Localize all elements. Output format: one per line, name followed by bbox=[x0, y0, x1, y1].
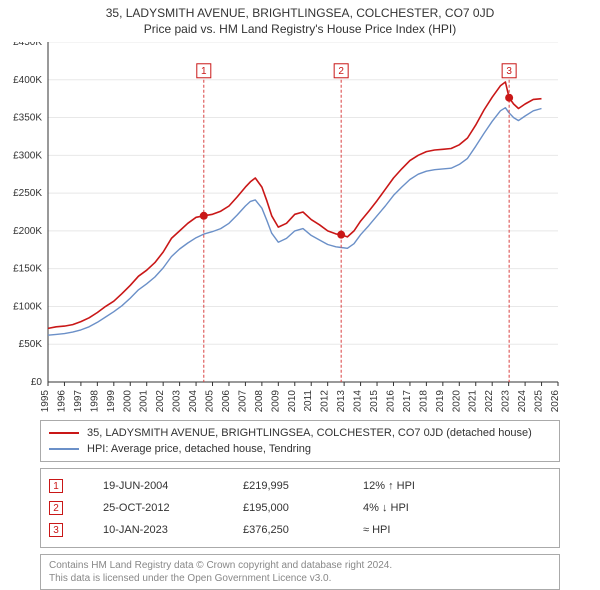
footnote: Contains HM Land Registry data © Crown c… bbox=[40, 554, 560, 590]
svg-text:1: 1 bbox=[201, 66, 207, 77]
svg-text:2008: 2008 bbox=[254, 390, 265, 412]
sale-delta: ≈ HPI bbox=[363, 524, 463, 536]
sale-delta: 12% ↑ HPI bbox=[363, 480, 463, 492]
svg-text:£50K: £50K bbox=[19, 339, 43, 350]
svg-text:2017: 2017 bbox=[402, 390, 413, 412]
svg-text:2004: 2004 bbox=[188, 390, 199, 412]
svg-text:2: 2 bbox=[338, 66, 344, 77]
svg-text:£350K: £350K bbox=[13, 113, 42, 124]
svg-text:2007: 2007 bbox=[237, 390, 248, 412]
svg-text:2016: 2016 bbox=[385, 390, 396, 412]
svg-text:1995: 1995 bbox=[40, 390, 51, 412]
svg-text:2013: 2013 bbox=[336, 390, 347, 412]
svg-text:2020: 2020 bbox=[451, 390, 462, 412]
legend-row: HPI: Average price, detached house, Tend… bbox=[49, 441, 551, 457]
svg-text:3: 3 bbox=[506, 66, 512, 77]
sale-marker: 2 bbox=[49, 501, 63, 515]
svg-text:2023: 2023 bbox=[501, 390, 512, 412]
title-address: 35, LADYSMITH AVENUE, BRIGHTLINGSEA, COL… bbox=[0, 6, 600, 20]
svg-text:1999: 1999 bbox=[106, 390, 117, 412]
svg-text:£100K: £100K bbox=[13, 301, 42, 312]
legend-label: HPI: Average price, detached house, Tend… bbox=[87, 443, 311, 455]
sale-date: 10-JAN-2023 bbox=[103, 524, 243, 536]
svg-text:2015: 2015 bbox=[369, 390, 380, 412]
svg-text:£400K: £400K bbox=[13, 75, 42, 86]
svg-text:2021: 2021 bbox=[468, 390, 479, 412]
svg-text:2018: 2018 bbox=[418, 390, 429, 412]
svg-text:2014: 2014 bbox=[353, 390, 364, 412]
svg-text:2024: 2024 bbox=[517, 390, 528, 412]
svg-text:£0: £0 bbox=[31, 377, 43, 388]
footnote-line2: This data is licensed under the Open Gov… bbox=[49, 572, 551, 585]
svg-text:2002: 2002 bbox=[155, 390, 166, 412]
svg-text:£150K: £150K bbox=[13, 264, 42, 275]
sale-row: 1 19-JUN-2004£219,99512% ↑ HPI bbox=[49, 475, 551, 497]
svg-text:2005: 2005 bbox=[205, 390, 216, 412]
sale-marker: 3 bbox=[49, 523, 63, 537]
svg-text:2000: 2000 bbox=[122, 390, 133, 412]
legend-swatch bbox=[49, 432, 79, 434]
title-subtitle: Price paid vs. HM Land Registry's House … bbox=[0, 22, 600, 36]
svg-text:1996: 1996 bbox=[56, 390, 67, 412]
svg-text:2010: 2010 bbox=[287, 390, 298, 412]
legend-swatch bbox=[49, 448, 79, 450]
price-chart: £0 £50K £100K £150K £200K £250K £300K £350K £400… bbox=[4, 42, 564, 412]
svg-text:2011: 2011 bbox=[303, 390, 314, 412]
legend-label: 35, LADYSMITH AVENUE, BRIGHTLINGSEA, COL… bbox=[87, 427, 532, 439]
svg-text:£250K: £250K bbox=[13, 188, 42, 199]
svg-text:2006: 2006 bbox=[221, 390, 232, 412]
svg-text:2025: 2025 bbox=[534, 390, 545, 412]
sale-row: 2 25-OCT-2012£195,0004% ↓ HPI bbox=[49, 497, 551, 519]
svg-text:£450K: £450K bbox=[13, 42, 42, 48]
svg-text:2019: 2019 bbox=[435, 390, 446, 412]
legend-row: 35, LADYSMITH AVENUE, BRIGHTLINGSEA, COL… bbox=[49, 425, 551, 441]
svg-text:2022: 2022 bbox=[484, 390, 495, 412]
svg-text:2003: 2003 bbox=[172, 390, 183, 412]
svg-text:1998: 1998 bbox=[89, 390, 100, 412]
chart-svg: £0 £50K £100K £150K £200K £250K £300K £350K £400… bbox=[4, 42, 564, 412]
chart-title: 35, LADYSMITH AVENUE, BRIGHTLINGSEA, COL… bbox=[0, 0, 600, 38]
svg-text:2001: 2001 bbox=[139, 390, 150, 412]
svg-text:2009: 2009 bbox=[270, 390, 281, 412]
sale-marker: 1 bbox=[49, 479, 63, 493]
svg-text:£300K: £300K bbox=[13, 150, 42, 161]
svg-text:2012: 2012 bbox=[320, 390, 331, 412]
svg-text:1997: 1997 bbox=[73, 390, 84, 412]
legend: 35, LADYSMITH AVENUE, BRIGHTLINGSEA, COL… bbox=[40, 420, 560, 462]
sale-price: £219,995 bbox=[243, 480, 363, 492]
sale-price: £195,000 bbox=[243, 502, 363, 514]
sale-delta: 4% ↓ HPI bbox=[363, 502, 463, 514]
sale-row: 3 10-JAN-2023£376,250≈ HPI bbox=[49, 519, 551, 541]
svg-text:2026: 2026 bbox=[550, 390, 561, 412]
footnote-line1: Contains HM Land Registry data © Crown c… bbox=[49, 559, 551, 572]
sale-date: 19-JUN-2004 bbox=[103, 480, 243, 492]
sale-price: £376,250 bbox=[243, 524, 363, 536]
svg-text:£200K: £200K bbox=[13, 226, 42, 237]
sale-date: 25-OCT-2012 bbox=[103, 502, 243, 514]
sales-table: 1 19-JUN-2004£219,99512% ↑ HPI 2 25-OCT-201… bbox=[40, 468, 560, 548]
